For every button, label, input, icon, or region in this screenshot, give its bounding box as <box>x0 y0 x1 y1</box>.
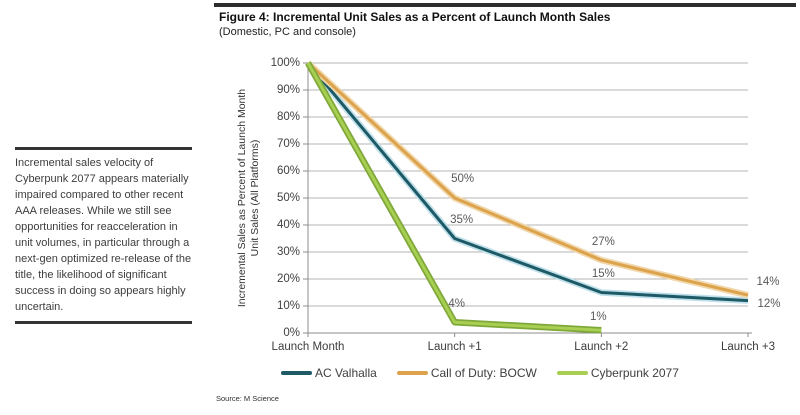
legend-item-cyberpunk-2077: Cyberpunk 2077 <box>556 366 679 380</box>
data-label: 1% <box>590 311 607 324</box>
data-label: 12% <box>757 297 781 310</box>
y-tick-label: 90% <box>276 84 300 96</box>
source-note: Source: M Science <box>216 394 279 403</box>
y-tick-label: 0% <box>283 327 300 339</box>
sidebar-note-text: Incremental sales velocity of Cyberpunk … <box>15 157 192 313</box>
data-label: 4% <box>448 298 465 311</box>
legend-label-ac-valhalla: AC Valhalla <box>315 366 377 380</box>
y-tick-label: 40% <box>276 219 300 231</box>
x-tick-label: Launch +1 <box>427 341 482 353</box>
y-tick-label: 70% <box>276 138 300 150</box>
data-label: 35% <box>450 213 474 226</box>
legend-item-call-of-duty-bocw: Call of Duty: BOCW <box>396 366 537 380</box>
legend-label-call-of-duty-bocw: Call of Duty: BOCW <box>430 366 537 380</box>
data-label: 50% <box>451 173 475 185</box>
legend-item-ac-valhalla: AC Valhalla <box>281 366 377 380</box>
data-label: 15% <box>591 267 615 280</box>
x-tick-label: Launch +2 <box>574 341 629 353</box>
header-rule <box>214 3 796 7</box>
series-line-cyberpunk-2077 <box>306 62 602 332</box>
y-tick-label: 30% <box>276 246 300 258</box>
legend-label-cyberpunk-2077: Cyberpunk 2077 <box>590 366 679 380</box>
legend-swatch-cyberpunk-2077 <box>556 371 588 375</box>
y-tick-label: 80% <box>276 111 300 123</box>
y-tick-label: 100% <box>270 57 300 69</box>
y-tick-label: 10% <box>276 300 300 312</box>
y-tick-label: 50% <box>276 192 300 204</box>
series-line-ac-valhalla <box>306 62 749 303</box>
y-tick-label: 60% <box>276 165 300 177</box>
data-label: 14% <box>756 276 780 289</box>
y-tick-label: 20% <box>276 273 300 285</box>
series-line-call-of-duty-bocw <box>306 61 749 297</box>
legend-swatch-call-of-duty-bocw <box>396 371 428 375</box>
sidebar-note-box: Incremental sales velocity of Cyberpunk … <box>15 147 192 324</box>
figure-subtitle: (Domestic, PC and console) <box>219 26 356 38</box>
x-tick-label: Launch +3 <box>720 341 776 353</box>
chart-legend: AC Valhalla Call of Duty: BOCW Cyberpunk 2… <box>281 366 679 380</box>
x-tick-label: Launch Month <box>271 341 345 353</box>
legend-swatch-ac-valhalla <box>281 371 312 375</box>
figure-title: Figure 4: Incremental Unit Sales as a Pe… <box>219 10 611 24</box>
data-label: 27% <box>591 236 615 249</box>
